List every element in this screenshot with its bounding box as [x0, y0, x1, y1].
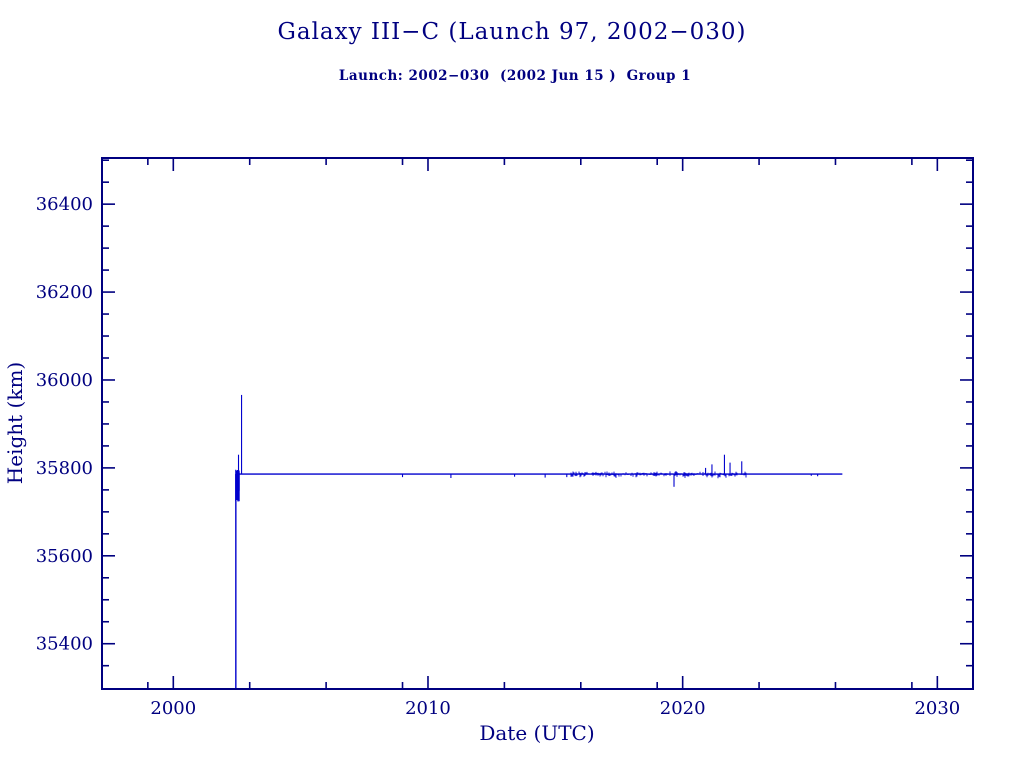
x-tick-label: 2030 — [914, 698, 960, 719]
y-tick-label: 36400 — [36, 194, 93, 215]
data-series — [235, 394, 843, 688]
noise-band — [570, 471, 747, 479]
axis-ticks — [103, 159, 972, 688]
y-tick-label: 35800 — [36, 458, 93, 479]
y-tick-label: 35400 — [36, 634, 93, 655]
chart-subtitle: Launch: 2002−030 (2002 Jun 15 ) Group 1 — [339, 68, 691, 84]
launch-transient — [235, 469, 240, 502]
y-tick-label: 35600 — [36, 546, 93, 567]
y-tick-label: 36000 — [36, 370, 93, 391]
x-tick-label: 2020 — [660, 698, 706, 719]
plot-frame — [101, 157, 974, 690]
tick-labels: 2000 2010 2020 2030 35400 35600 35800 36000 3620… — [36, 194, 961, 719]
x-axis-title: Date (UTC) — [479, 721, 594, 745]
y-axis-title: Height (km) — [3, 362, 27, 484]
chart-title: Galaxy III−C (Launch 97, 2002−030) — [277, 19, 746, 45]
x-tick-label: 2010 — [405, 698, 451, 719]
y-tick-label: 36200 — [36, 282, 93, 303]
x-tick-label: 2000 — [150, 698, 196, 719]
frame-rect — [101, 157, 974, 690]
